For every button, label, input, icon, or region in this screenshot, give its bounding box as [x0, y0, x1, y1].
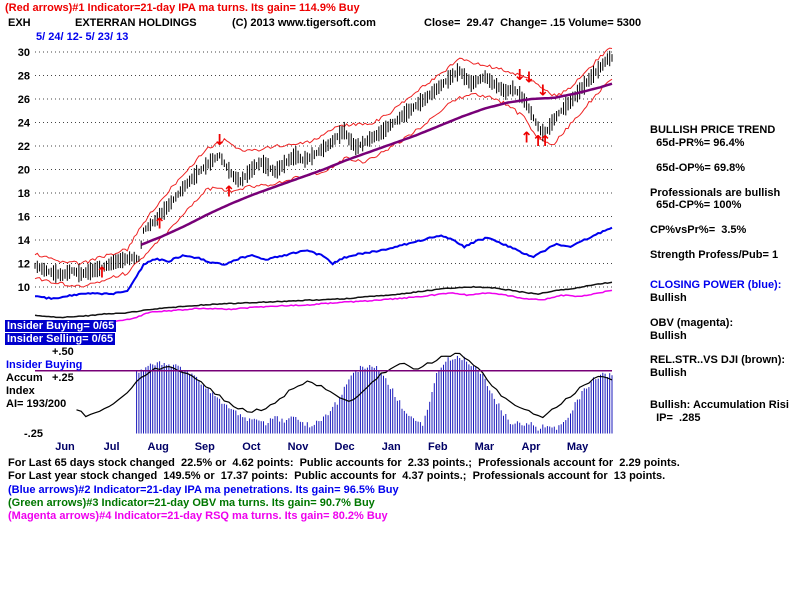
footer-line: (Green arrows)#3 Indicator=21-day OBV ma… [8, 497, 375, 509]
chart-overlay-label: Index [6, 385, 35, 397]
right-panel-line: Professionals are bullish [650, 187, 781, 199]
right-panel-line: 65d-PR%= 96.4% [650, 137, 745, 149]
chart-overlay-label: Insider Buying [6, 359, 83, 371]
x-axis-month-label: May [567, 441, 589, 453]
y-axis-price-label: 24 [18, 118, 31, 130]
chart-overlay-label: +.50 [52, 346, 74, 358]
buy-arrow-up-icon: ↑ [532, 132, 545, 150]
sell-arrow-down-icon: ↓ [523, 69, 536, 87]
sell-arrow-down-icon: ↓ [213, 131, 226, 149]
footer-line: For Last year stock changed 149.5% or 17… [8, 470, 666, 482]
footer-line: For Last 65 days stock changed 22.5% or … [8, 457, 680, 469]
right-panel-line: CP%vsPr%= 3.5% [650, 224, 747, 236]
buy-arrow-up-icon: ↑ [96, 264, 109, 282]
x-axis-month-label: Feb [428, 441, 448, 453]
x-axis-month-label: Jun [55, 441, 75, 453]
price-chart-canvas: ↑↑↓↑↓↓↓↑↑↑Jun Jul Aug Sep Oct Nov Dec Jan Feb Mar… [18, 47, 613, 453]
right-panel-line: REL.STR..VS DJI (brown): [650, 354, 786, 366]
y-axis-price-label: 16 [18, 212, 30, 224]
series-line [34, 281, 613, 319]
y-axis-price-label: 10 [18, 282, 30, 294]
x-axis-month-label: Mar [475, 441, 495, 453]
y-axis-price-label: 28 [18, 71, 30, 83]
buy-arrow-up-icon: ↑ [153, 214, 166, 232]
chart-overlay-label: +.25 [52, 372, 74, 384]
right-panel-line: CLOSING POWER (blue): [650, 279, 782, 291]
series-line [34, 78, 613, 288]
series-line [34, 47, 613, 266]
y-axis-price-label: 30 [18, 47, 30, 59]
right-panel-line: 65d-OP%= 69.8% [650, 162, 746, 174]
x-axis-month-label: Aug [148, 441, 169, 453]
right-panel-line: Bullish: Accumulation Risi [650, 399, 789, 411]
series-line [35, 226, 613, 300]
x-axis-month-label: Oct [242, 441, 261, 453]
chart-overlay-label: -.25 [24, 428, 43, 440]
footer-line: (Magenta arrows)#4 Indicator=21-day RSQ … [8, 510, 388, 522]
y-axis-price-label: 14 [18, 235, 31, 247]
sell-arrow-down-icon: ↓ [537, 82, 550, 100]
quote-summary: Close= 29.47 Change= .15 Volume= 5300 [424, 17, 642, 29]
buy-arrow-up-icon: ↑ [539, 132, 552, 150]
series-line [34, 289, 613, 326]
sell-arrow-down-icon: ↓ [513, 66, 526, 84]
x-axis-month-label: Sep [195, 441, 215, 453]
y-axis-price-label: 18 [18, 188, 30, 200]
buy-arrow-up-icon: ↑ [520, 129, 533, 147]
ai-line [76, 352, 613, 419]
right-panel-line: OBV (magenta): [650, 317, 734, 329]
x-axis-month-label: Apr [522, 441, 542, 453]
copyright-label: (C) 2013 www.tigersoft.com [232, 17, 376, 29]
company-title: EXTERRAN HOLDINGS [75, 17, 197, 29]
y-axis-price-label: 26 [18, 94, 30, 106]
date-range-label: 5/ 24/ 12- 5/ 23/ 13 [36, 31, 129, 43]
chart-overlay-label: Insider Buying= 0/65 [5, 320, 117, 332]
footer-line: (Blue arrows)#2 Indicator=21-day IPA ma … [8, 484, 399, 496]
chart-overlay-label: Insider Selling= 0/65 [5, 333, 116, 345]
chart-overlay-label: AI= 193/200 [6, 398, 67, 410]
x-axis-month-label: Jul [104, 441, 120, 453]
x-axis-month-label: Dec [335, 441, 355, 453]
right-panel-line: Bullish [650, 367, 687, 379]
right-panel-line: IP= .285 [650, 412, 701, 424]
x-axis-month-label: Nov [288, 441, 310, 453]
right-panel-line: Bullish [650, 330, 687, 342]
series-line [140, 82, 613, 246]
y-axis-price-label: 20 [18, 165, 30, 177]
x-axis-month-label: Jan [382, 441, 401, 453]
ticker-symbol: EXH [8, 17, 31, 29]
y-axis-price-label: 12 [18, 259, 30, 271]
right-panel-line: Bullish [650, 292, 687, 304]
indicator-1-legend: (Red arrows)#1 Indicator=21-day IPA ma t… [5, 2, 360, 14]
right-panel-line: 65d-CP%= 100% [650, 199, 742, 211]
y-axis-price-label: 22 [18, 141, 30, 153]
chart-overlay-label: Accum [6, 372, 43, 384]
buy-arrow-up-icon: ↑ [223, 183, 236, 201]
right-panel-line: BULLISH PRICE TREND [650, 124, 776, 136]
right-panel-line: Strength Profess/Pub= 1 [650, 249, 779, 261]
